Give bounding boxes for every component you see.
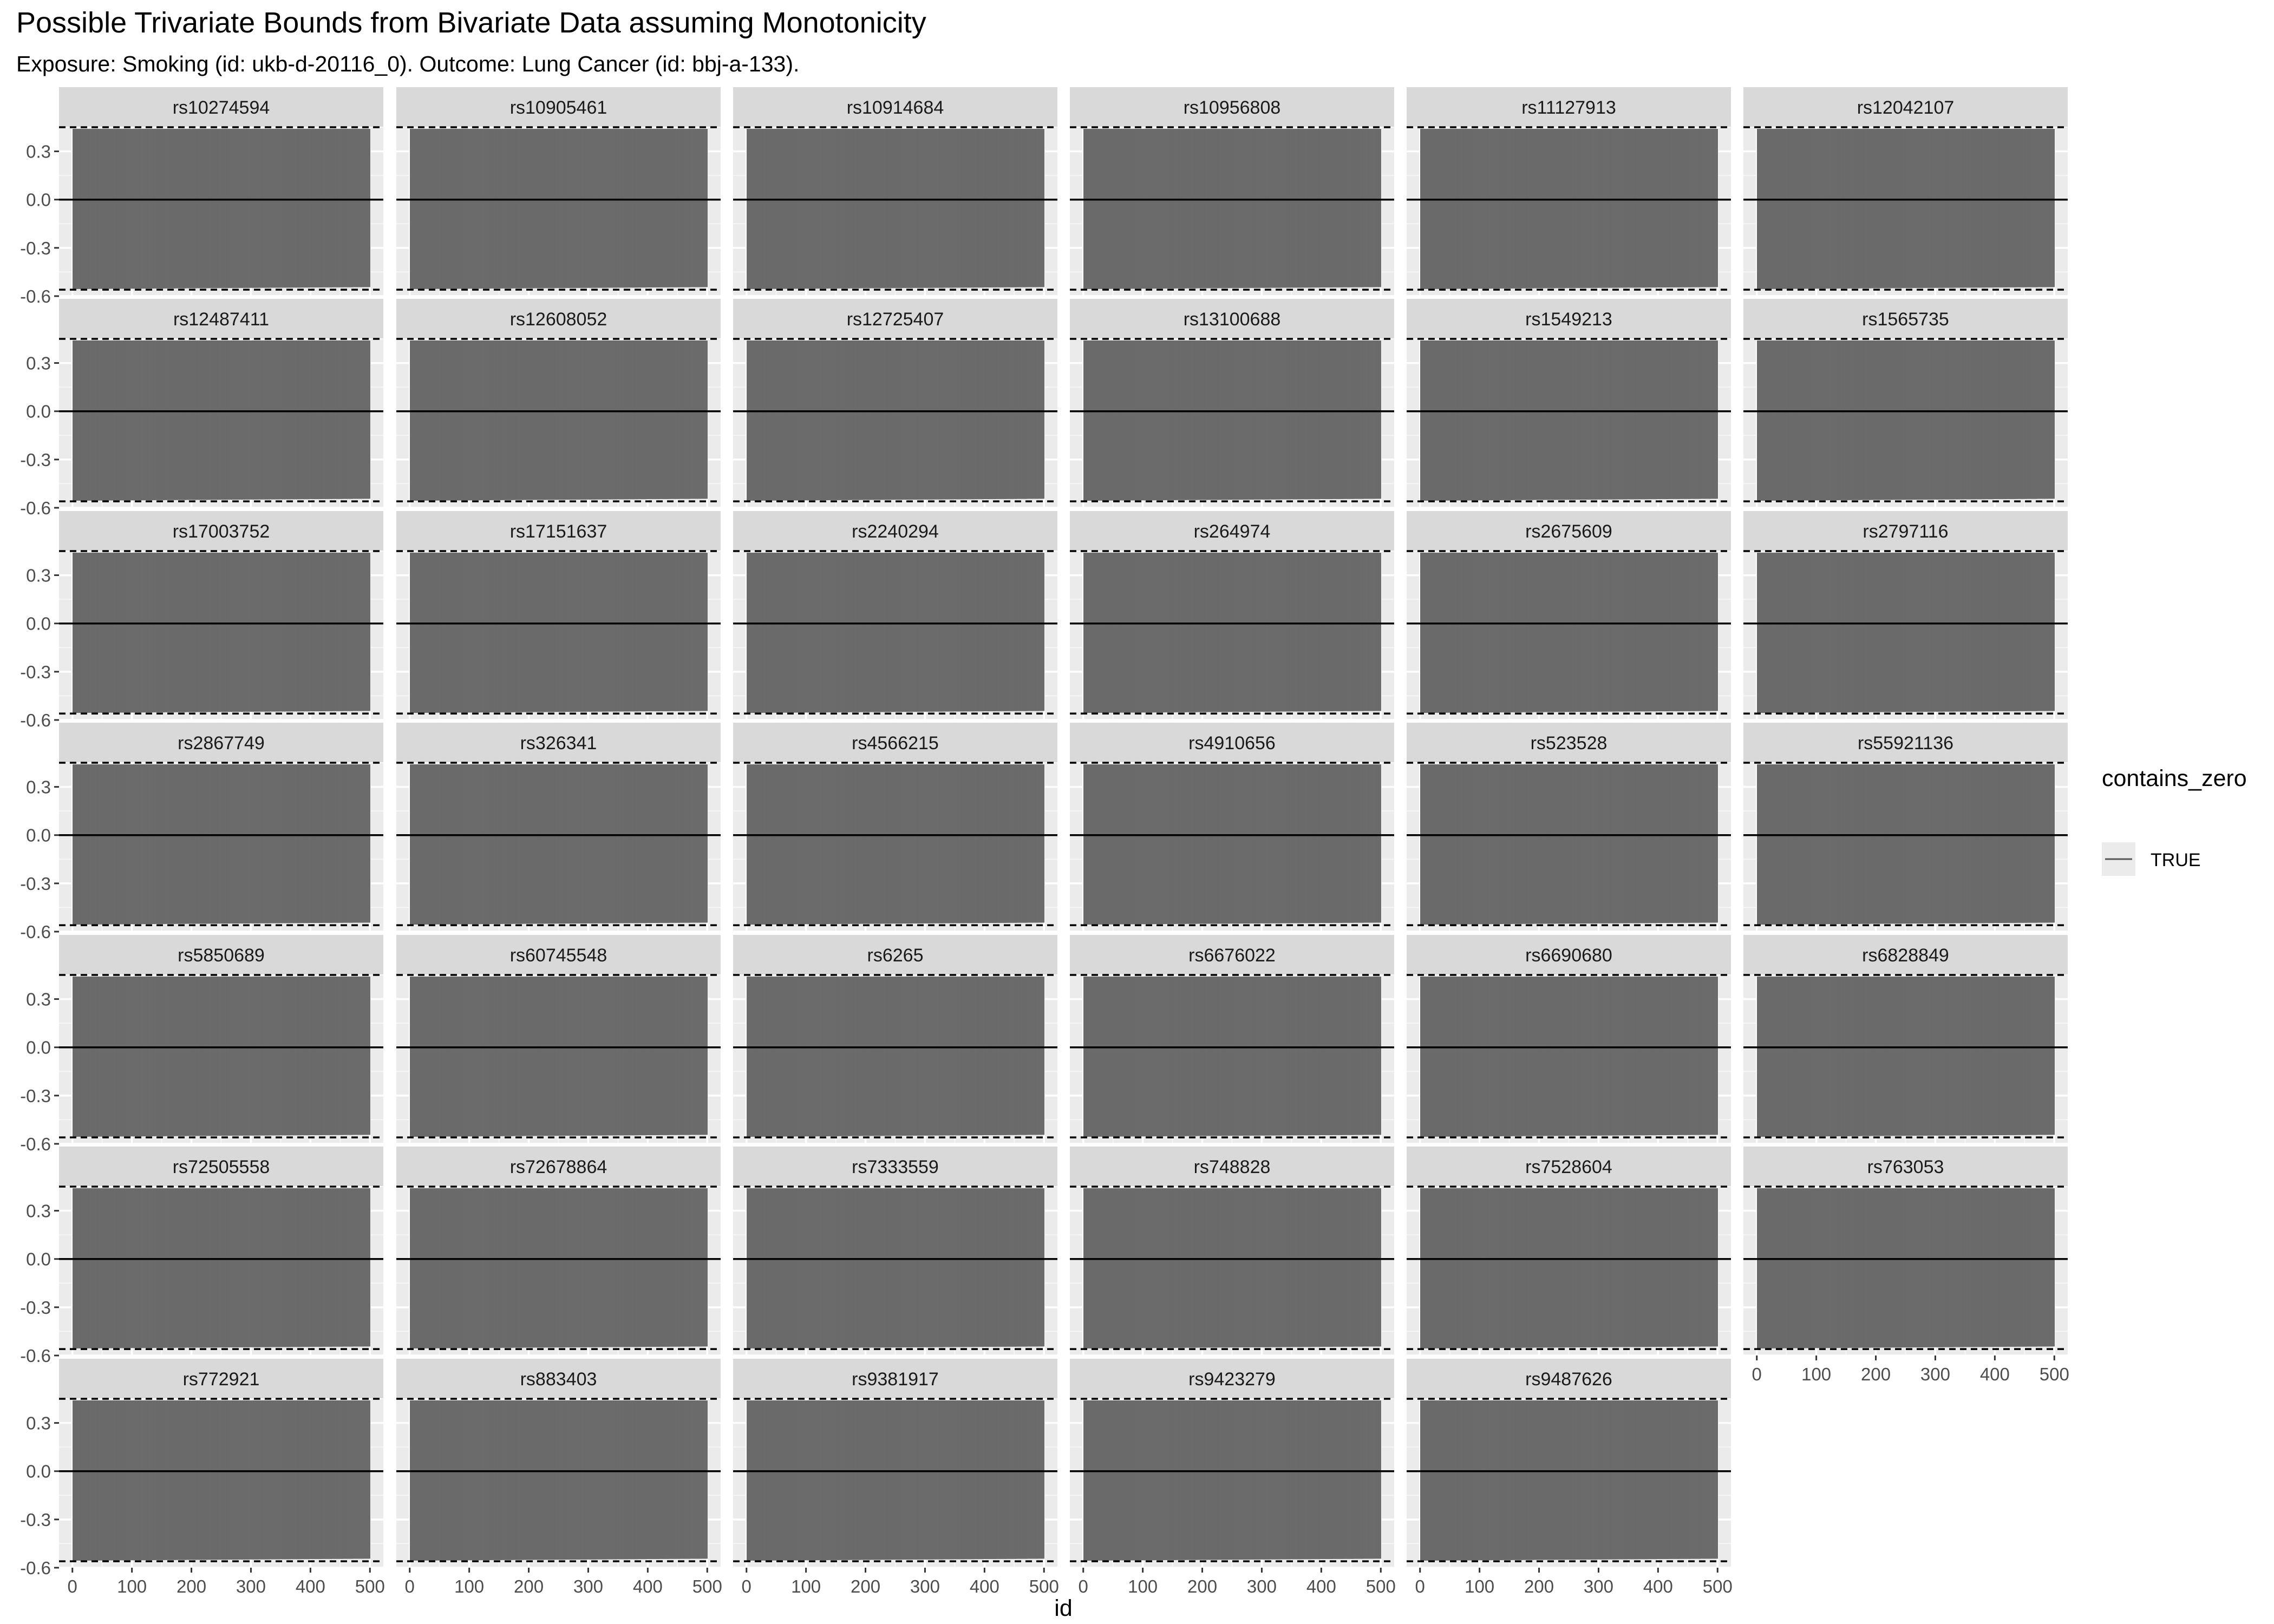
facet-panel: rs11127913 bbox=[1407, 87, 1731, 297]
bound-bars bbox=[1757, 128, 2055, 289]
bound-bars bbox=[410, 128, 708, 289]
facet-label: rs10956808 bbox=[1184, 97, 1281, 118]
bound-bars bbox=[1420, 128, 1718, 289]
facet-panel: rs12608052 bbox=[396, 299, 721, 509]
bound-bars bbox=[73, 340, 371, 501]
facet-strip bbox=[1070, 299, 1394, 339]
facet-panel: rs10274594 -0.6 -0.3 0.0 0.3 bbox=[20, 87, 383, 306]
facet-label: rs12487411 bbox=[173, 309, 269, 330]
facet-panel: rs10914684 bbox=[733, 87, 1057, 297]
bound-bars bbox=[1083, 340, 1382, 501]
facet-label: rs10274594 bbox=[173, 97, 270, 118]
y-tick-label: -0.6 bbox=[20, 498, 51, 518]
facet-strip bbox=[1743, 87, 2068, 127]
facet-panel: rs12042107 bbox=[1743, 87, 2068, 297]
facet-label: rs12042107 bbox=[1857, 97, 1955, 118]
facet-strip bbox=[59, 299, 383, 339]
facet-strip bbox=[733, 299, 1057, 339]
y-tick-label: -0.3 bbox=[20, 450, 51, 470]
bound-bars bbox=[410, 340, 708, 501]
chart-title: Possible Trivariate Bounds from Bivariat… bbox=[16, 6, 926, 39]
bound-bars bbox=[747, 128, 1045, 289]
facet-panel: rs10956808 bbox=[1070, 87, 1394, 297]
facet-panel: rs12725407 bbox=[733, 299, 1057, 509]
facet-strip bbox=[59, 87, 383, 127]
facet-strip bbox=[396, 299, 721, 339]
bound-bars bbox=[73, 128, 371, 289]
chart-subtitle: Exposure: Smoking (id: ukb-d-20116_0). O… bbox=[16, 51, 799, 76]
facet-label: rs10905461 bbox=[510, 97, 607, 118]
facet-strip bbox=[1407, 87, 1731, 127]
facet-panel: rs12487411 -0.6 -0.3 0.0 0.3 bbox=[20, 299, 383, 518]
facet-label: rs10914684 bbox=[847, 97, 944, 118]
facet-label: rs11127913 bbox=[1521, 97, 1616, 118]
facet-strip bbox=[1070, 87, 1394, 127]
facet-panel: rs10905461 bbox=[396, 87, 721, 297]
y-tick-label: 0.0 bbox=[26, 402, 51, 422]
facet-strip bbox=[396, 87, 721, 127]
y-tick-label: 0.3 bbox=[26, 353, 51, 374]
facet-label: rs12725407 bbox=[847, 309, 944, 330]
y-tick-label: -0.3 bbox=[20, 238, 51, 258]
y-tick-label: 0.3 bbox=[26, 142, 51, 162]
facet-label: rs12608052 bbox=[510, 309, 607, 330]
bound-bars bbox=[747, 340, 1045, 501]
y-tick-label: -0.6 bbox=[20, 286, 51, 306]
facet-panels: rs10274594 -0.6 -0.3 0.0 0.3 rs10905461 rs1091… bbox=[20, 87, 2069, 1596]
bound-bars bbox=[1083, 128, 1382, 289]
facet-strip bbox=[733, 87, 1057, 127]
facet-panel: rs13100688 bbox=[1070, 299, 1394, 509]
y-tick-label: 0.0 bbox=[26, 190, 51, 210]
facet-label: rs13100688 bbox=[1184, 309, 1281, 330]
